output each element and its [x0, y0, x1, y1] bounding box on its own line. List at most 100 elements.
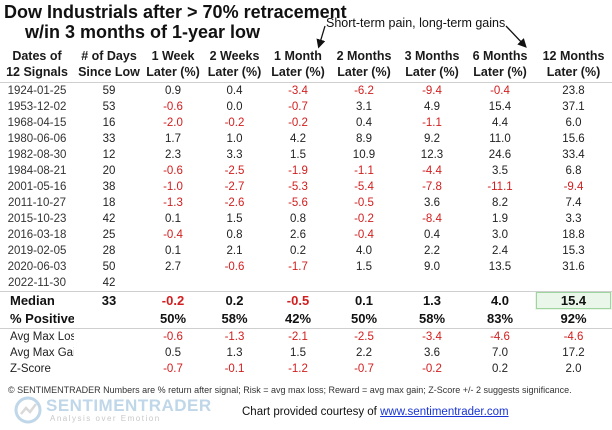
table-cell: 25 — [102, 228, 116, 241]
column-header: 6 Months Later (%) — [465, 46, 535, 83]
column-header-line: 6 Months — [472, 49, 528, 64]
signal-date: 1924-01-25 — [7, 84, 67, 97]
table-cell: 0.0 — [226, 100, 243, 113]
column-header: 1 Month Later (%) — [267, 46, 329, 83]
signal-date: 2022-11-30 — [8, 276, 66, 289]
column-header: 2 Weeks Later (%) — [202, 46, 267, 83]
column-header-line: Later (%) — [207, 65, 262, 80]
column-header: 2 Months Later (%) — [329, 46, 399, 83]
signal-date: 1980-06-06 — [7, 132, 67, 145]
table-cell: -0.4 — [490, 84, 510, 97]
table-cell: -7.8 — [422, 180, 442, 193]
table-cell: 3.6 — [424, 196, 440, 209]
column-header: Dates of 12 Signals — [0, 46, 74, 83]
credit-line: Chart provided courtesy of www.sentiment… — [242, 406, 509, 418]
signal-date: 2019-02-05 — [7, 244, 67, 257]
table-cell: 15.6 — [562, 132, 585, 145]
z-score-row: Z-Score -0.7 -0.1 -1.2 -0.7 -0.2 0.2 2.0 — [0, 361, 612, 377]
table-cell: -0.5 — [354, 196, 374, 209]
table-cell: 0.9 — [165, 84, 181, 97]
table-cell: 4.2 — [290, 132, 306, 145]
table-cell: 2.4 — [492, 244, 508, 257]
table-cell — [535, 275, 612, 292]
stat-value: 2.2 — [356, 346, 372, 359]
column-header-line: # of Days — [81, 49, 137, 64]
table-cell: -0.7 — [288, 100, 308, 113]
table-cell: -0.4 — [163, 228, 183, 241]
table-cell — [202, 275, 267, 292]
column-header-line: 12 Months — [542, 49, 605, 64]
column-header-line: Later (%) — [473, 65, 527, 80]
stat-value: -0.2 — [144, 290, 202, 310]
table-cell — [144, 275, 202, 292]
table-cell: -0.2 — [288, 116, 308, 129]
table-cell: 28 — [102, 244, 116, 257]
signal-date: 2020-06-03 — [7, 260, 67, 273]
table-cell: 2.1 — [226, 244, 243, 257]
column-header-line: 12 Signals — [6, 65, 68, 80]
stat-value — [74, 310, 144, 329]
table-cell: 2.7 — [165, 260, 181, 273]
signal-date: 2016-03-18 — [7, 228, 67, 241]
table-row: 1953-12-02 53 -0.6 0.0 -0.7 3.1 4.9 15.4 37.1 — [0, 99, 612, 115]
table-cell: 0.4 — [356, 116, 372, 129]
table-cell: 1.5 — [356, 260, 372, 273]
table-cell: 7.4 — [565, 196, 582, 209]
table-cell: 1.5 — [226, 212, 243, 225]
brand-name: SENTIMENTRADER — [46, 396, 212, 415]
annotation: Short-term pain, long-term gains — [326, 16, 506, 30]
stat-label: Avg Max Gain — [10, 346, 74, 359]
table-cell: -0.4 — [354, 228, 374, 241]
column-header: # of Days Since Low — [74, 46, 144, 83]
stat-value: 50% — [159, 310, 187, 326]
stat-value: 15.4 — [535, 290, 612, 310]
table-cell: 0.8 — [226, 228, 243, 241]
stat-value: -0.6 — [144, 327, 202, 345]
footnote: © SENTIMENTRADER Numbers are % return af… — [8, 385, 572, 395]
table-cell: -2.6 — [224, 196, 245, 209]
table-row: 1924-01-25 59 0.9 0.4 -3.4 -6.2 -9.4 -0.4 23.8 — [0, 82, 612, 99]
stat-value: -0.2 — [422, 362, 442, 375]
table-cell: 8.9 — [356, 132, 372, 145]
table-cell: -9.4 — [563, 180, 584, 193]
table-cell: 2.6 — [290, 228, 306, 241]
table-cell: -0.6 — [163, 100, 183, 113]
stat-value: -4.6 — [535, 327, 612, 345]
table-cell: -6.2 — [354, 84, 374, 97]
table-cell: 33 — [102, 132, 116, 145]
table-row: 1982-08-30 12 2.3 3.3 1.5 10.9 12.3 24.6 33.4 — [0, 147, 612, 163]
stat-value: 7.0 — [492, 346, 508, 359]
chart-title-line1: Dow Industrials after > 70% retracement — [4, 2, 347, 22]
table-cell: -3.4 — [288, 84, 308, 97]
stat-value: -3.4 — [399, 327, 465, 345]
stat-value: 0.2 — [202, 290, 267, 310]
signal-date: 2001-05-16 — [7, 180, 67, 193]
table-row: 1980-06-06 33 1.7 1.0 4.2 8.9 9.2 11.0 15.6 — [0, 131, 612, 147]
stat-value — [74, 345, 144, 361]
stat-value: 58% — [418, 310, 446, 326]
signal-date: 1953-12-02 — [7, 100, 67, 113]
signal-date: 1968-04-15 — [7, 116, 67, 129]
column-header-line: 3 Months — [404, 49, 460, 64]
table-cell: 18.8 — [562, 228, 585, 241]
signal-date: 2015-10-23 — [7, 212, 67, 225]
table-cell: -1.7 — [288, 260, 308, 273]
stat-label: Z-Score — [10, 362, 51, 375]
table-cell: 0.2 — [290, 244, 306, 257]
table-cell: 3.3 — [565, 212, 582, 225]
stat-value — [74, 361, 144, 377]
table-cell — [267, 275, 329, 292]
credit-prefix: Chart provided courtesy of — [242, 406, 381, 418]
table-cell: -2.5 — [224, 164, 245, 177]
stat-value: -2.5 — [329, 327, 399, 345]
table-cell: 8.2 — [492, 196, 508, 209]
table-row: 2001-05-16 38 -1.0 -2.7 -5.3 -5.4 -7.8 -11.1 -9.… — [0, 179, 612, 195]
signals-table: Dates of 12 Signals # of Days Since Low 1 We… — [0, 46, 612, 377]
table-row: 2016-03-18 25 -0.4 0.8 2.6 -0.4 0.4 3.0 18.8 — [0, 227, 612, 243]
median-row: Median 33 -0.2 0.2 -0.5 0.1 1.3 4.0 15.4 — [0, 290, 612, 310]
column-header: 1 Week Later (%) — [144, 46, 202, 83]
table-cell: -11.1 — [487, 180, 513, 193]
credit-link[interactable]: www.sentimentrader.com — [380, 406, 509, 418]
stat-value: 1.3 — [399, 290, 465, 310]
table-row: 2015-10-23 42 0.1 1.5 0.8 -0.2 -8.4 1.9 3.3 — [0, 211, 612, 227]
